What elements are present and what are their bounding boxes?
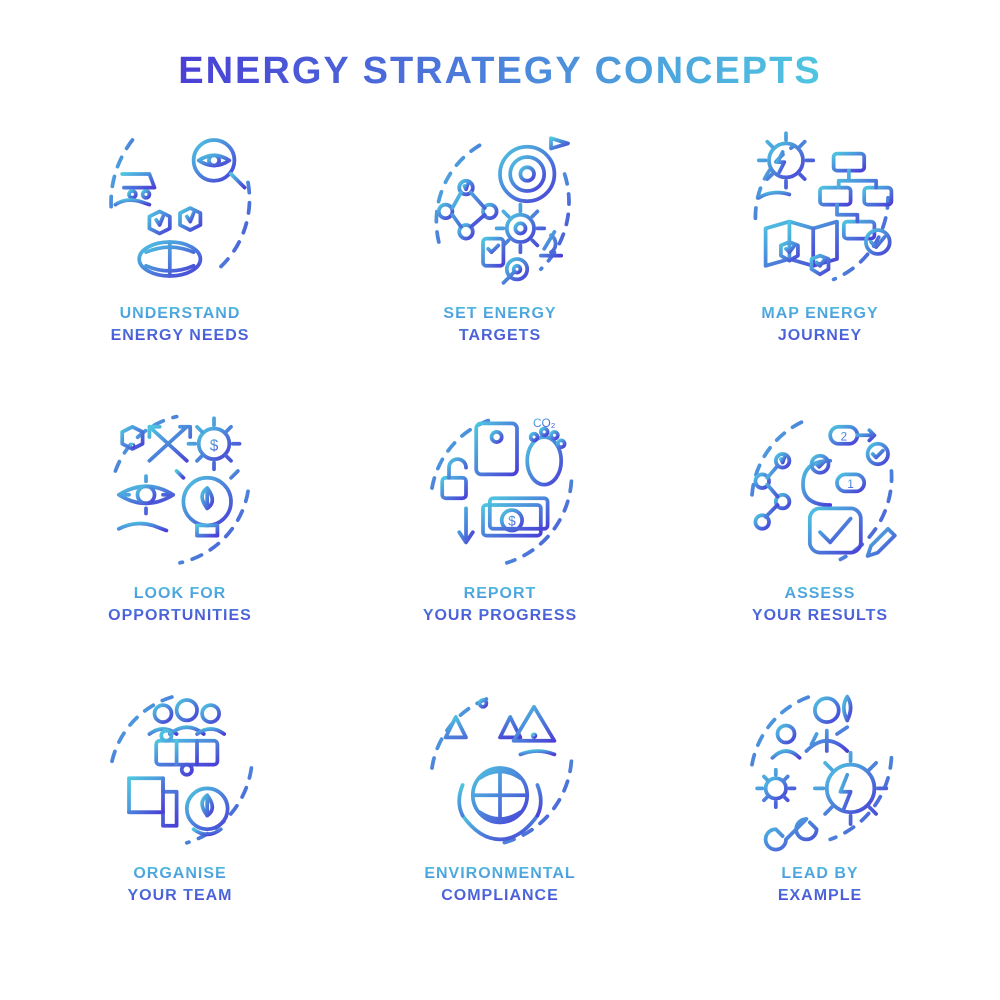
cell-organise-your-team: ORGANISE YOUR TEAM (40, 683, 320, 943)
page-title: ENERGY STRATEGY CONCEPTS (178, 50, 821, 93)
assess-your-results-icon: 2 1 (735, 403, 905, 573)
svg-text:1: 1 (847, 477, 854, 491)
svg-text:2: 2 (840, 429, 847, 443)
label-report-your-progress: REPORT YOUR PROGRESS (423, 583, 577, 626)
organise-your-team-icon (95, 683, 265, 853)
cell-understand-energy-needs: UNDERSTAND ENERGY NEEDS (40, 123, 320, 383)
label-look-for-opportunities: LOOK FOR OPPORTUNITIES (108, 583, 252, 626)
label-map-energy-journey: MAP ENERGY JOURNEY (761, 303, 878, 346)
cell-environmental-compliance: ENVIRONMENTAL COMPLIANCE (360, 683, 640, 943)
label-set-energy-targets: SET ENERGY TARGETS (443, 303, 556, 346)
cell-set-energy-targets: SET ENERGY TARGETS (360, 123, 640, 383)
label-assess-your-results: ASSESS YOUR RESULTS (752, 583, 888, 626)
cell-assess-your-results: 2 1 ASSESS YOUR RESULTS (680, 403, 960, 663)
set-energy-targets-icon (415, 123, 585, 293)
label-understand-energy-needs: UNDERSTAND ENERGY NEEDS (111, 303, 250, 346)
label-environmental-compliance: ENVIRONMENTAL COMPLIANCE (424, 863, 575, 906)
report-your-progress-icon: CO₂ $ (415, 403, 585, 573)
cell-map-energy-journey: MAP ENERGY JOURNEY (680, 123, 960, 383)
label-lead-by-example: LEAD BY EXAMPLE (778, 863, 862, 906)
environmental-compliance-icon (415, 683, 585, 853)
lead-by-example-icon (735, 683, 905, 853)
label-organise-your-team: ORGANISE YOUR TEAM (128, 863, 233, 906)
icon-grid: UNDERSTAND ENERGY NEEDS (40, 123, 960, 943)
cell-report-your-progress: CO₂ $ REPORT YOUR PROGRESS (360, 403, 640, 663)
cell-look-for-opportunities: $ LOOK FOR OPPORTUNITIES (40, 403, 320, 663)
svg-text:$: $ (210, 438, 219, 455)
svg-text:CO₂: CO₂ (533, 416, 556, 430)
map-energy-journey-icon (735, 123, 905, 293)
look-for-opportunities-icon: $ (95, 403, 265, 573)
cell-lead-by-example: LEAD BY EXAMPLE (680, 683, 960, 943)
understand-energy-needs-icon (95, 123, 265, 293)
svg-text:$: $ (508, 513, 516, 528)
